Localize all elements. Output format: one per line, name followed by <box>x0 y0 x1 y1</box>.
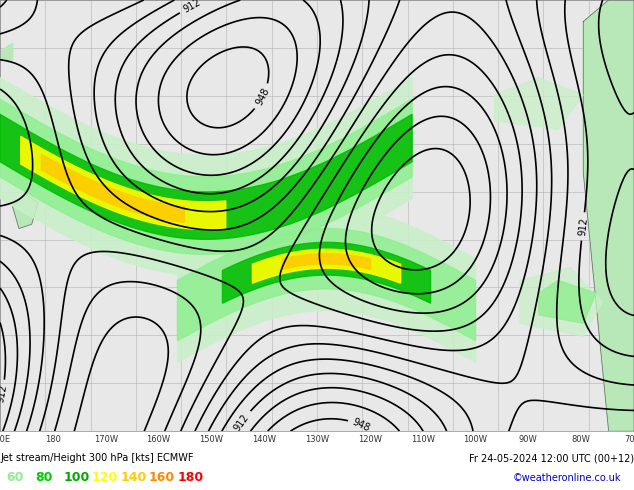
Text: Jet stream/Height 300 hPa [kts] ECMWF: Jet stream/Height 300 hPa [kts] ECMWF <box>0 453 193 463</box>
Text: 80: 80 <box>35 471 52 484</box>
Text: 180: 180 <box>45 435 61 444</box>
Text: 170E: 170E <box>0 435 11 444</box>
Text: 948: 948 <box>254 86 271 107</box>
Polygon shape <box>223 243 430 303</box>
Text: 120: 120 <box>92 471 118 484</box>
Text: 100: 100 <box>63 471 89 484</box>
Polygon shape <box>583 0 634 431</box>
Text: 912: 912 <box>182 0 203 15</box>
Text: 130W: 130W <box>305 435 329 444</box>
Text: ©weatheronline.co.uk: ©weatheronline.co.uk <box>513 473 621 483</box>
Text: 160W: 160W <box>146 435 171 444</box>
Text: 912: 912 <box>0 384 9 404</box>
Text: 70W: 70W <box>624 435 634 444</box>
Text: 912: 912 <box>577 217 589 236</box>
Polygon shape <box>0 99 412 254</box>
Polygon shape <box>282 253 371 270</box>
Text: 140W: 140W <box>252 435 276 444</box>
Polygon shape <box>178 207 476 362</box>
Text: 140: 140 <box>120 471 146 484</box>
Polygon shape <box>13 194 38 228</box>
Polygon shape <box>21 136 226 229</box>
Polygon shape <box>0 99 19 112</box>
Polygon shape <box>178 228 476 341</box>
Text: 160: 160 <box>149 471 175 484</box>
Polygon shape <box>495 77 583 129</box>
Polygon shape <box>0 77 412 276</box>
Text: 90W: 90W <box>519 435 538 444</box>
Polygon shape <box>0 114 412 239</box>
Polygon shape <box>0 43 13 60</box>
Text: 912: 912 <box>232 412 251 433</box>
Text: Fr 24-05-2024 12:00 UTC (00+12): Fr 24-05-2024 12:00 UTC (00+12) <box>469 453 634 463</box>
Text: 110W: 110W <box>411 435 435 444</box>
Polygon shape <box>19 151 51 181</box>
Text: 180: 180 <box>178 471 204 484</box>
Text: 150W: 150W <box>199 435 223 444</box>
Text: 170W: 170W <box>94 435 118 444</box>
Polygon shape <box>520 268 602 336</box>
Text: 60: 60 <box>6 471 23 484</box>
Text: 80W: 80W <box>572 435 591 444</box>
Text: 948: 948 <box>351 417 372 434</box>
Text: 100W: 100W <box>463 435 488 444</box>
Text: 120W: 120W <box>358 435 382 444</box>
Polygon shape <box>252 249 401 283</box>
Polygon shape <box>41 154 184 222</box>
Polygon shape <box>539 280 596 323</box>
